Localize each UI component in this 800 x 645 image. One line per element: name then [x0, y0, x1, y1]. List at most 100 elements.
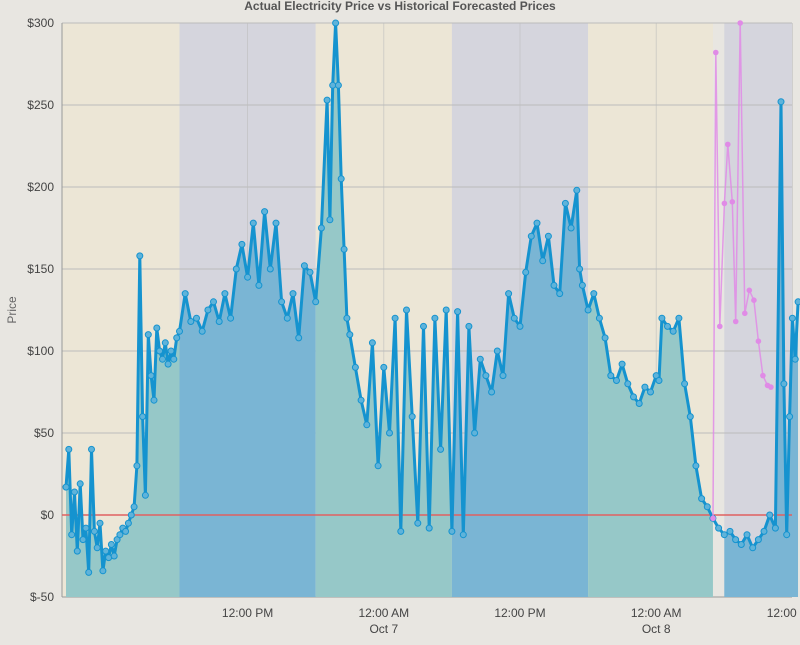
- actual-point: [488, 388, 496, 396]
- actual-point: [323, 96, 331, 104]
- actual-point: [300, 262, 308, 270]
- actual-point: [425, 524, 433, 532]
- actual-point: [204, 306, 212, 314]
- actual-point: [386, 429, 393, 437]
- y-axis-title: Price: [5, 296, 19, 324]
- actual-point: [193, 314, 200, 322]
- actual-point: [374, 462, 382, 470]
- actual-point: [181, 290, 189, 298]
- actual-point: [788, 314, 796, 322]
- actual-point: [82, 524, 90, 532]
- actual-point: [465, 322, 473, 330]
- actual-point: [68, 531, 76, 539]
- actual-point: [79, 536, 87, 544]
- actual-point: [65, 445, 73, 453]
- actual-point: [73, 547, 81, 555]
- x-tick-label: 12:00 AM: [631, 606, 682, 620]
- actual-point: [133, 462, 141, 470]
- actual-point: [766, 511, 774, 519]
- y-tick-label: $300: [27, 16, 54, 30]
- actual-point: [527, 232, 535, 240]
- actual-point: [289, 290, 297, 298]
- actual-point: [471, 429, 479, 437]
- actual-point: [161, 339, 169, 347]
- actual-point: [238, 240, 246, 248]
- actual-point: [607, 372, 615, 380]
- actual-point: [783, 531, 791, 539]
- actual-point: [244, 273, 252, 281]
- actual-point: [749, 544, 757, 552]
- forecast-point: [742, 310, 748, 317]
- actual-point: [576, 265, 584, 273]
- actual-point: [116, 531, 124, 539]
- forecast-point: [737, 20, 743, 26]
- actual-point: [136, 252, 144, 260]
- forecast-point: [751, 297, 757, 304]
- actual-point: [754, 536, 762, 544]
- y-tick-label: $200: [27, 180, 54, 194]
- actual-point: [618, 360, 626, 368]
- actual-point: [550, 281, 558, 289]
- actual-point: [105, 554, 113, 562]
- actual-point: [99, 567, 107, 575]
- actual-point: [278, 298, 286, 306]
- actual-point: [578, 281, 586, 289]
- actual-point: [658, 314, 666, 322]
- actual-point: [261, 208, 269, 216]
- actual-point: [173, 334, 181, 342]
- actual-point: [391, 314, 399, 322]
- actual-point: [567, 224, 575, 232]
- actual-point: [102, 547, 110, 555]
- actual-point: [122, 527, 130, 535]
- actual-point: [93, 544, 101, 552]
- actual-point: [692, 462, 700, 470]
- actual-point: [777, 98, 785, 106]
- actual-point: [317, 224, 325, 232]
- forecast-point: [746, 287, 753, 294]
- actual-point: [368, 339, 376, 347]
- actual-point: [337, 175, 345, 183]
- actual-point: [743, 531, 751, 539]
- x-tick-label: 12:00 AM: [358, 606, 409, 620]
- forecast-point: [732, 318, 739, 325]
- forecast-point: [713, 49, 719, 56]
- actual-point: [493, 347, 501, 355]
- actual-point: [669, 327, 677, 335]
- forecast-point: [760, 372, 766, 379]
- actual-point: [170, 355, 178, 363]
- actual-point: [346, 331, 354, 339]
- actual-point: [62, 483, 70, 491]
- actual-point: [510, 314, 518, 322]
- actual-point: [786, 413, 794, 421]
- actual-point: [76, 480, 84, 488]
- actual-point: [141, 491, 149, 499]
- actual-point: [505, 290, 513, 298]
- actual-point: [737, 541, 745, 548]
- actual-point: [351, 363, 359, 371]
- actual-point: [613, 377, 620, 384]
- actual-point: [343, 314, 351, 322]
- actual-point: [601, 334, 609, 342]
- actual-point: [88, 445, 95, 453]
- actual-point: [90, 527, 98, 535]
- actual-point: [332, 19, 340, 27]
- actual-point: [306, 268, 314, 276]
- x-tick-sublabel: Oct 7: [369, 622, 398, 636]
- actual-point: [539, 257, 547, 265]
- forecast-point: [768, 384, 774, 390]
- actual-point: [249, 219, 257, 227]
- actual-point: [85, 568, 93, 576]
- actual-point: [283, 314, 291, 322]
- actual-point: [130, 503, 138, 511]
- actual-point: [647, 388, 654, 396]
- actual-point: [595, 314, 603, 322]
- actual-point: [329, 81, 337, 89]
- actual-point: [272, 219, 280, 227]
- actual-point: [675, 314, 683, 322]
- actual-point: [624, 380, 632, 388]
- actual-point: [159, 355, 166, 363]
- forecast-point: [721, 200, 728, 207]
- y-tick-label: $100: [27, 344, 54, 358]
